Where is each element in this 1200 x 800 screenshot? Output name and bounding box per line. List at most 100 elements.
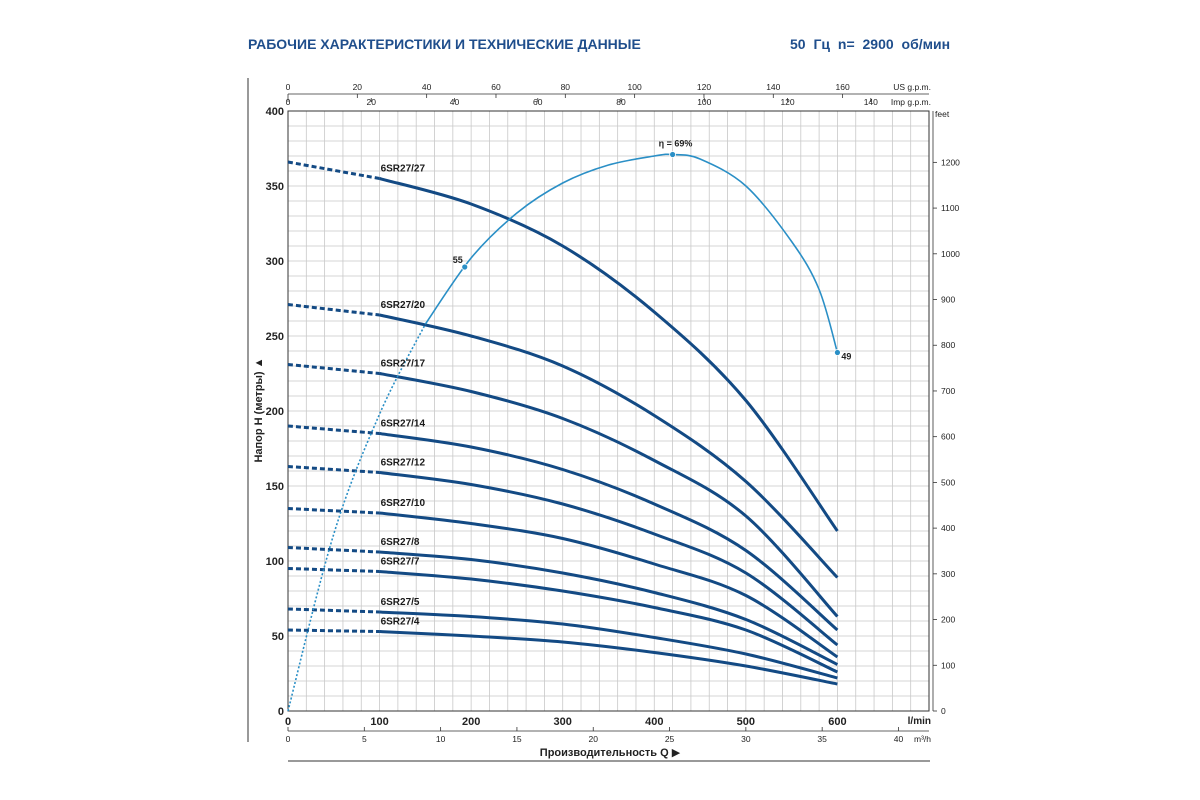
x-tick-label: 0	[285, 716, 291, 728]
efficiency-curve-dashed	[287, 323, 427, 712]
curve-label: 6SR27/27	[381, 164, 426, 175]
curve-label: 6SR27/7	[381, 557, 420, 568]
x-tick-label: 300	[554, 716, 572, 728]
impgpm-tick-label: 20	[367, 97, 377, 107]
x-tick-label: 100	[370, 716, 388, 728]
efficiency-point	[669, 151, 676, 158]
curve-label: 6SR27/10	[381, 498, 426, 509]
pump-curve-solid	[379, 610, 838, 680]
feet-tick-label: 600	[941, 432, 955, 442]
pump-curve-solid	[379, 372, 839, 618]
y-tick-label: 100	[266, 556, 284, 568]
usgpm-tick-label: 20	[353, 82, 363, 92]
pump-curve-dashed	[287, 628, 380, 633]
chart-labels: 6SR27/27 6SR27/20 6SR27/17 6SR27/14 6SR27/12…	[381, 139, 852, 628]
pump-curve-solid	[379, 630, 838, 686]
curve-label: 6SR27/4	[381, 617, 420, 628]
efficiency-curve-group	[287, 151, 841, 712]
curve-label: 6SR27/12	[381, 458, 426, 469]
feet-tick-label: 100	[941, 660, 955, 670]
x-tick-label: 500	[737, 716, 755, 728]
y-tick-label: 50	[272, 631, 284, 643]
curve-label: 6SR27/14	[381, 419, 426, 430]
usgpm-tick-label: 0	[286, 82, 291, 92]
curve-label: 6SR27/17	[381, 359, 426, 370]
impgpm-tick-label: 0	[286, 97, 291, 107]
usgpm-tick-label: 160	[836, 82, 850, 92]
y-tick-label: 0	[278, 706, 284, 718]
usgpm-tick-label: 80	[561, 82, 571, 92]
y-tick-label: 300	[266, 256, 284, 268]
efficiency-point	[461, 263, 469, 271]
feet-tick-label: 200	[941, 615, 955, 625]
m3h-tick-label: 35	[817, 734, 827, 744]
m3h-tick-label: 5	[362, 734, 367, 744]
pump-curve-dashed	[287, 567, 380, 573]
chart-axes: 0501001502002503003504000100200300400500…	[247, 78, 960, 762]
efficiency-curve	[424, 153, 839, 353]
pump-curve-dashed	[287, 160, 380, 180]
x-tick-label: 600	[828, 716, 846, 728]
pump-curves	[287, 160, 839, 686]
x-tick-label: 200	[462, 716, 480, 728]
curve-label: 6SR27/5	[381, 597, 420, 608]
feet-tick-label: 700	[941, 386, 955, 396]
x-unit-label: l/min	[908, 716, 931, 727]
efficiency-point	[834, 349, 841, 356]
y-tick-label: 350	[266, 181, 284, 193]
pump-curve-solid	[379, 313, 839, 579]
y-tick-label: 150	[266, 481, 284, 493]
m3h-tick-label: 0	[286, 734, 291, 744]
y-tick-label: 250	[266, 331, 284, 343]
efficiency-label: η = 69%	[659, 139, 693, 149]
efficiency-label: 49	[841, 352, 851, 362]
curve-label: 6SR27/20	[381, 300, 426, 311]
impgpm-tick-label: 80	[616, 97, 626, 107]
y-axis-title: Напор H (метры) ▲	[253, 357, 265, 462]
impgpm-tick-label: 60	[533, 97, 543, 107]
feet-tick-label: 800	[941, 340, 955, 350]
y-tick-label: 200	[266, 406, 284, 418]
m3h-tick-label: 10	[436, 734, 446, 744]
y-tick-label: 400	[266, 106, 284, 118]
impgpm-tick-label: 40	[450, 97, 460, 107]
plot-frame	[287, 110, 930, 712]
pump-curve-solid	[379, 511, 839, 659]
pump-curve-solid	[379, 432, 839, 632]
usgpm-tick-label: 140	[766, 82, 780, 92]
chart-subtitle: 50 Гц n= 2900 об/мин	[790, 36, 951, 52]
feet-unit-label: feet	[935, 109, 950, 119]
curve-label: 6SR27/8	[381, 537, 420, 548]
page-header: РАБОЧИЕ ХАРАКТЕРИСТИКИ И ТЕХНИЧЕСКИЕ ДАН…	[0, 0, 1200, 60]
usgpm-tick-label: 120	[697, 82, 711, 92]
pump-curve-solid	[379, 177, 839, 532]
m3h-tick-label: 25	[665, 734, 675, 744]
pump-curve-dashed	[287, 607, 380, 614]
impgpm-unit-label: Imp g.p.m.	[891, 97, 931, 107]
pump-curve-solid	[379, 471, 839, 647]
usgpm-tick-label: 40	[422, 82, 432, 92]
impgpm-tick-label: 140	[864, 97, 878, 107]
x-axis-title: Производительность Q ▶	[540, 747, 681, 759]
impgpm-tick-label: 100	[697, 97, 711, 107]
usgpm-tick-label: 60	[491, 82, 501, 92]
m3h-tick-label: 30	[741, 734, 751, 744]
pump-curve-dashed	[287, 424, 380, 435]
pump-curve-dashed	[287, 507, 380, 515]
impgpm-tick-label: 120	[780, 97, 794, 107]
feet-tick-label: 900	[941, 295, 955, 305]
feet-tick-label: 0	[941, 706, 946, 716]
usgpm-tick-label: 100	[628, 82, 642, 92]
chart-title: РАБОЧИЕ ХАРАКТЕРИСТИКИ И ТЕХНИЧЕСКИЕ ДАН…	[248, 36, 641, 52]
pump-curve-solid	[379, 550, 839, 666]
usgpm-unit-label: US g.p.m.	[893, 82, 931, 92]
feet-tick-label: 1200	[941, 157, 960, 167]
pump-curve-dashed	[287, 465, 380, 474]
feet-tick-label: 1100	[941, 203, 960, 213]
feet-tick-label: 1000	[941, 249, 960, 259]
x-tick-label: 400	[645, 716, 663, 728]
m3h-tick-label: 40	[894, 734, 904, 744]
m3h-unit-label: m³/h	[914, 734, 931, 744]
pump-curve-dashed	[287, 546, 380, 554]
feet-tick-label: 500	[941, 477, 955, 487]
